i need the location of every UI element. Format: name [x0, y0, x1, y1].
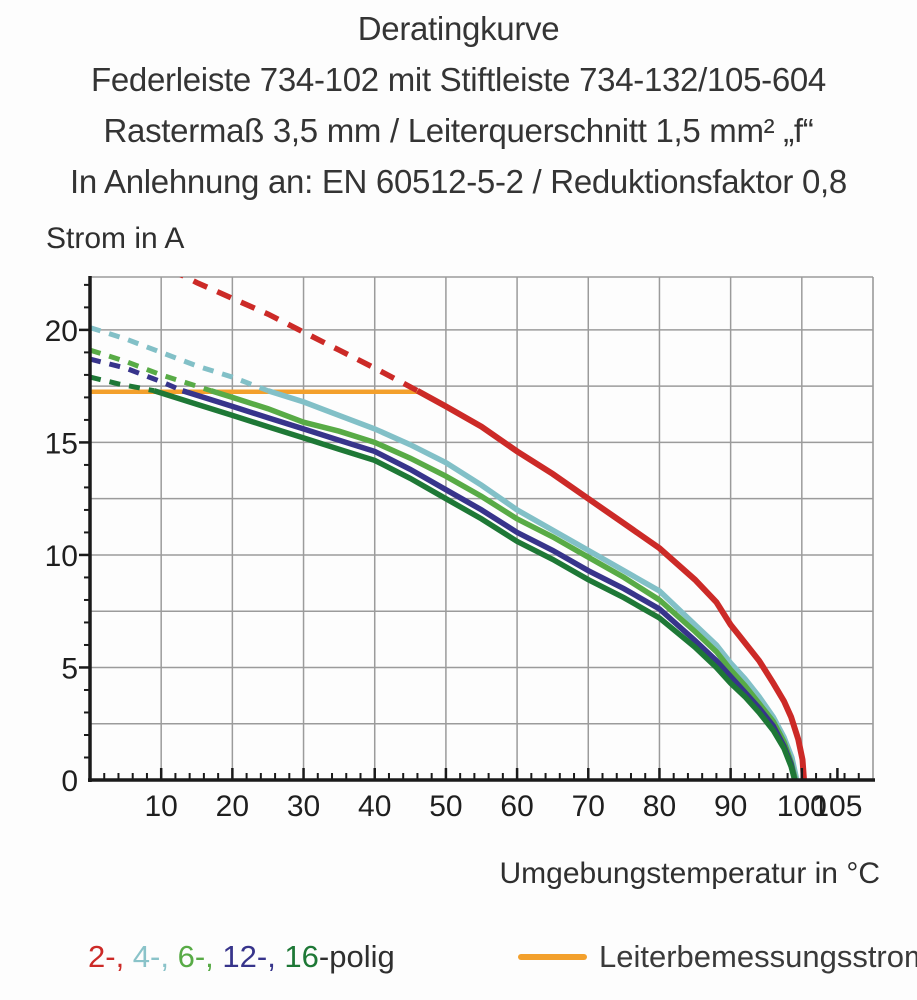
chart-title-block: Deratingkurve Federleiste 734-102 mit St… [0, 3, 917, 207]
x-tick-label: 40 [358, 790, 391, 823]
chart-title-line2: Federleiste 734-102 mit Stiftleiste 734-… [91, 61, 826, 98]
x-tick-label: 60 [500, 790, 533, 823]
curves [90, 277, 807, 780]
legend-segment: -polig [318, 939, 395, 974]
curve-6-polig [210, 388, 799, 780]
curve-6-polig-dashed [90, 347, 212, 394]
x-tick-label: 70 [572, 790, 605, 823]
curve-4-polig [267, 388, 800, 780]
legend-segment: 12-, [213, 939, 276, 974]
x-tick-label: 30 [287, 790, 320, 823]
y-tick-label: 5 [61, 652, 78, 685]
curve-2-polig [415, 388, 807, 780]
x-tick-label: 80 [643, 790, 676, 823]
x-tick-label: 105 [812, 790, 862, 823]
legend-rated-current-label: Leiterbemessungsstrom [599, 939, 917, 974]
y-axis-label: Strom in A [46, 222, 185, 255]
rated-current-line-swatch [518, 954, 587, 960]
gridlines [90, 276, 874, 780]
chart-title-line3: Rastermaß 3,5 mm / Leiterquerschnitt 1,5… [103, 112, 814, 149]
y-tick-label: 15 [45, 427, 78, 460]
x-tick-label: 50 [429, 790, 462, 823]
x-tick-label: 100 [777, 790, 827, 823]
y-tick-label: 20 [45, 315, 78, 348]
curve-16-polig-dashed [90, 374, 155, 394]
curve-2-polig-dashed [179, 277, 419, 394]
x-tick-label: 20 [216, 790, 249, 823]
x-tick-label: 90 [714, 790, 747, 823]
y-tick-label: 0 [61, 765, 78, 798]
chart-title-line1: Deratingkurve [357, 10, 560, 47]
y-tick-label: 10 [45, 540, 78, 573]
legend-pole-counts: 2-, 4-, 6-, 12-, 16-polig [88, 939, 395, 975]
curve-12-polig-dashed [90, 356, 184, 394]
legend-segment: 6-, [168, 939, 214, 974]
axes [79, 276, 875, 782]
x-tick-label: 10 [144, 790, 177, 823]
legend-segment: 2-, [88, 939, 125, 974]
x-axis-label: Umgebungstemperatur in °C [499, 857, 880, 890]
legend-segment: 4-, [124, 939, 169, 974]
legend-segment: 16 [275, 939, 319, 974]
chart-title-line4: In Anlehnung an: EN 60512-5-2 / Reduktio… [70, 163, 847, 200]
curve-12-polig [181, 388, 798, 780]
curve-16-polig [153, 388, 798, 780]
